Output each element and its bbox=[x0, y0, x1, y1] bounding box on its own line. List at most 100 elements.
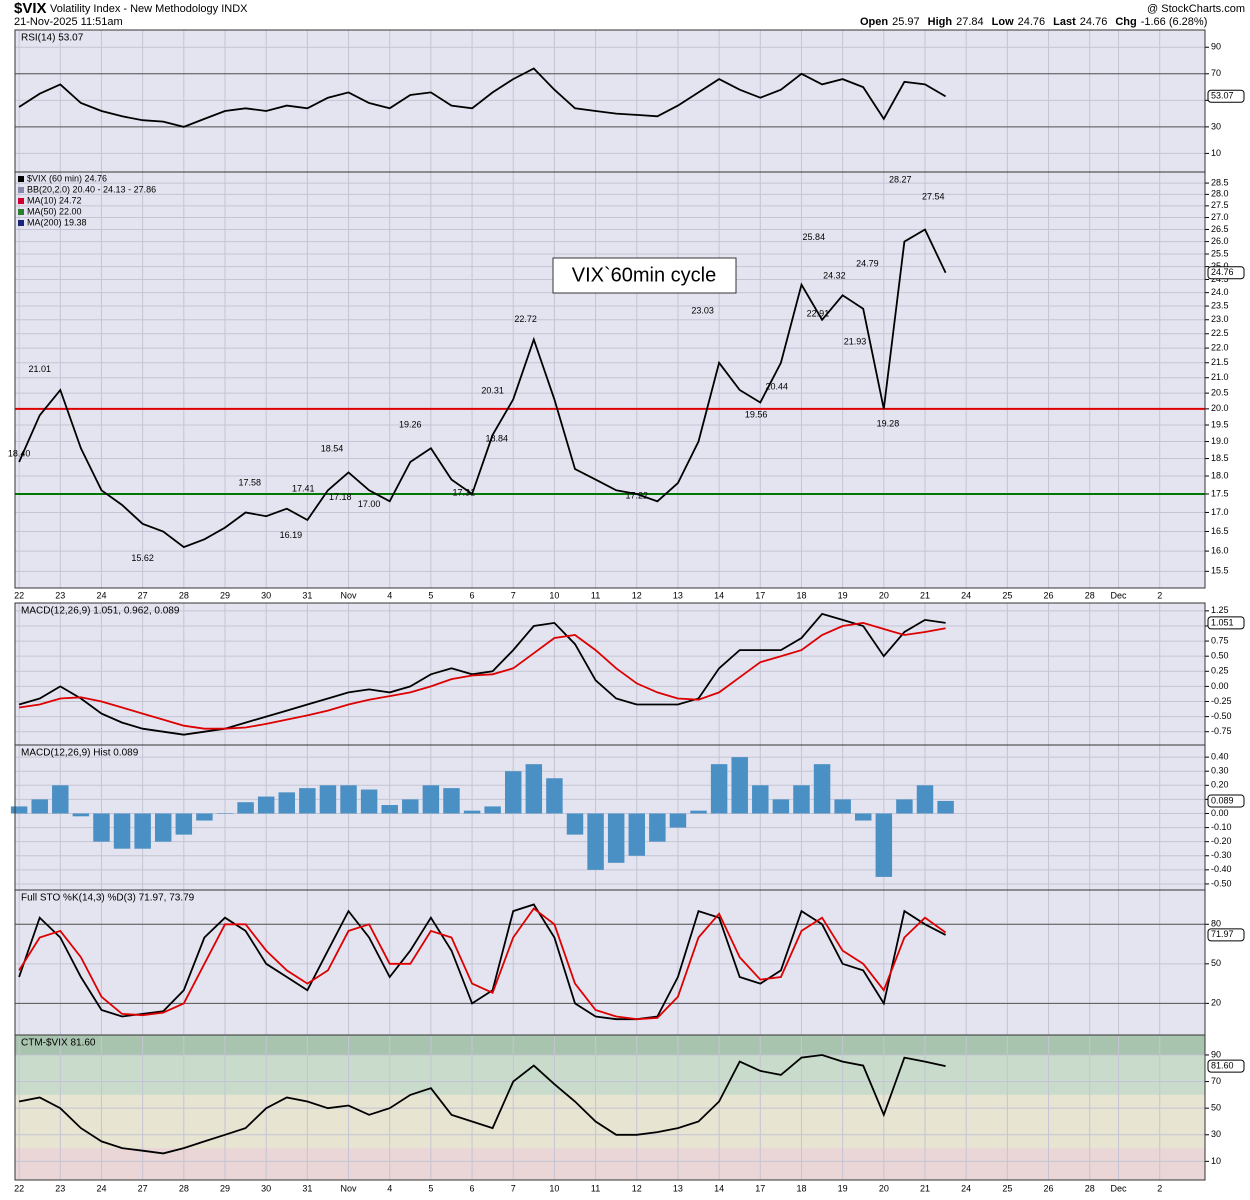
y-tick-label: -0.20 bbox=[1211, 836, 1232, 846]
histogram-bar bbox=[855, 813, 872, 821]
histogram-bar bbox=[299, 788, 316, 814]
histogram-bar bbox=[484, 806, 501, 814]
series-line bbox=[18, 612, 946, 736]
panel-title: MACD(12,26,9) 1.051, 0.962, 0.089 bbox=[21, 606, 180, 617]
point-label: 17.58 bbox=[238, 477, 261, 487]
y-tick-label: 0.20 bbox=[1211, 780, 1229, 790]
x-tick-label: 12 bbox=[632, 590, 642, 600]
y-tick-label: 0.00 bbox=[1211, 681, 1229, 691]
x-tick-label: 10 bbox=[549, 590, 559, 600]
histogram-bar bbox=[690, 810, 707, 814]
y-tick-label: 23.5 bbox=[1211, 300, 1229, 310]
last-value-box bbox=[1207, 794, 1245, 808]
x-tick-label: 14 bbox=[714, 1183, 724, 1193]
point-label: 17.00 bbox=[358, 499, 381, 509]
x-tick-label: 29 bbox=[220, 590, 230, 600]
point-label: 20.44 bbox=[765, 381, 788, 391]
point-label: 19.26 bbox=[399, 419, 422, 429]
x-tick-label: 17 bbox=[755, 1183, 765, 1193]
x-tick-label: 7 bbox=[511, 590, 516, 600]
panel-background bbox=[15, 30, 1205, 172]
last-value-label: 24.76 bbox=[1211, 267, 1234, 277]
x-tick-label: 20 bbox=[879, 590, 889, 600]
y-tick-label: 27.5 bbox=[1211, 200, 1229, 210]
y-tick-label: 16.0 bbox=[1211, 545, 1229, 555]
x-tick-label: Dec bbox=[1111, 590, 1128, 600]
x-tick-label: 22 bbox=[14, 590, 24, 600]
x-tick-label: 6 bbox=[470, 590, 475, 600]
point-label: 19.28 bbox=[877, 419, 900, 429]
y-tick-label: 21.5 bbox=[1211, 357, 1229, 367]
x-tick-label: 13 bbox=[673, 590, 683, 600]
x-tick-label: 23 bbox=[55, 590, 65, 600]
ohlc-value: 25.97 bbox=[892, 16, 920, 28]
last-value-label: 53.07 bbox=[1211, 91, 1234, 101]
y-tick-label: -0.75 bbox=[1211, 726, 1232, 736]
y-tick-label: 50 bbox=[1211, 958, 1221, 968]
point-label: 20.31 bbox=[481, 385, 504, 395]
x-tick-label: 11 bbox=[591, 590, 600, 600]
histogram-bar bbox=[93, 813, 110, 842]
x-tick-label: 28 bbox=[179, 590, 189, 600]
legend-entry: BB(20,2.0) 20.40 - 24.13 - 27.86 bbox=[27, 184, 156, 194]
x-tick-label: 5 bbox=[428, 1183, 433, 1193]
histogram-bar bbox=[10, 806, 28, 814]
y-tick-label: 30 bbox=[1211, 121, 1221, 131]
legend-entry: MA(10) 24.72 bbox=[27, 195, 82, 205]
legend-entry: $VIX (60 min) 24.76 bbox=[27, 173, 107, 183]
ohlc-value: 24.76 bbox=[1018, 16, 1046, 28]
x-tick-label: 24 bbox=[96, 1183, 106, 1193]
ohlc-label: Chg bbox=[1115, 16, 1136, 28]
last-value-box bbox=[1207, 89, 1245, 103]
point-label: 17.18 bbox=[329, 492, 352, 502]
y-tick-label: 70 bbox=[1211, 1076, 1221, 1086]
x-tick-label: 27 bbox=[138, 590, 148, 600]
x-tick-label: 21 bbox=[920, 590, 930, 600]
y-tick-label: 50 bbox=[1211, 1103, 1221, 1113]
annotation-box bbox=[552, 257, 737, 294]
histogram-bar bbox=[443, 788, 460, 814]
y-tick-label: 0.25 bbox=[1211, 666, 1229, 676]
histogram-bar bbox=[525, 764, 543, 814]
y-tick-label: 26.5 bbox=[1211, 224, 1229, 234]
y-tick-label: 17.0 bbox=[1211, 507, 1229, 517]
y-tick-label: 24.0 bbox=[1211, 287, 1229, 297]
x-tick-label: 2 bbox=[1157, 590, 1162, 600]
y-tick-label: -0.30 bbox=[1211, 850, 1232, 860]
x-tick-label: 5 bbox=[428, 590, 433, 600]
x-tick-label: 31 bbox=[302, 1183, 312, 1193]
y-tick-label: 22.5 bbox=[1211, 328, 1229, 338]
last-value-label: 71.97 bbox=[1211, 929, 1234, 939]
last-value-box bbox=[1207, 1059, 1245, 1073]
y-tick-label: 90 bbox=[1211, 1049, 1221, 1059]
x-tick-label: Nov bbox=[341, 590, 358, 600]
x-tick-label: 19 bbox=[838, 1183, 848, 1193]
y-tick-label: 27.0 bbox=[1211, 212, 1229, 222]
y-tick-label: 70 bbox=[1211, 68, 1221, 78]
histogram-bar bbox=[505, 771, 522, 814]
histogram-bar bbox=[834, 799, 851, 814]
histogram-bar bbox=[875, 813, 893, 877]
y-tick-label: 21.0 bbox=[1211, 372, 1229, 382]
x-tick-label: 7 bbox=[511, 1183, 516, 1193]
y-tick-label: 18.5 bbox=[1211, 453, 1229, 463]
histogram-bar bbox=[772, 799, 790, 814]
ohlc-value: 24.76 bbox=[1080, 16, 1108, 28]
point-label: 21.93 bbox=[844, 337, 867, 347]
histogram-bar bbox=[649, 813, 666, 842]
x-tick-label: 28 bbox=[179, 1183, 189, 1193]
point-label: 25.84 bbox=[803, 232, 826, 242]
histogram-bar bbox=[360, 789, 378, 814]
x-tick-label: Nov bbox=[341, 1183, 358, 1193]
series-line bbox=[18, 1054, 946, 1155]
histogram-bar bbox=[710, 764, 728, 814]
histogram-bar bbox=[937, 800, 954, 814]
point-label: 17.31 bbox=[453, 487, 476, 497]
y-tick-label: 0.75 bbox=[1211, 635, 1229, 645]
panel-title: MACD(12,26,9) Hist 0.089 bbox=[21, 748, 139, 759]
point-label: 22.72 bbox=[514, 314, 537, 324]
zone-band bbox=[15, 1035, 1205, 1055]
histogram-bar bbox=[237, 802, 254, 814]
